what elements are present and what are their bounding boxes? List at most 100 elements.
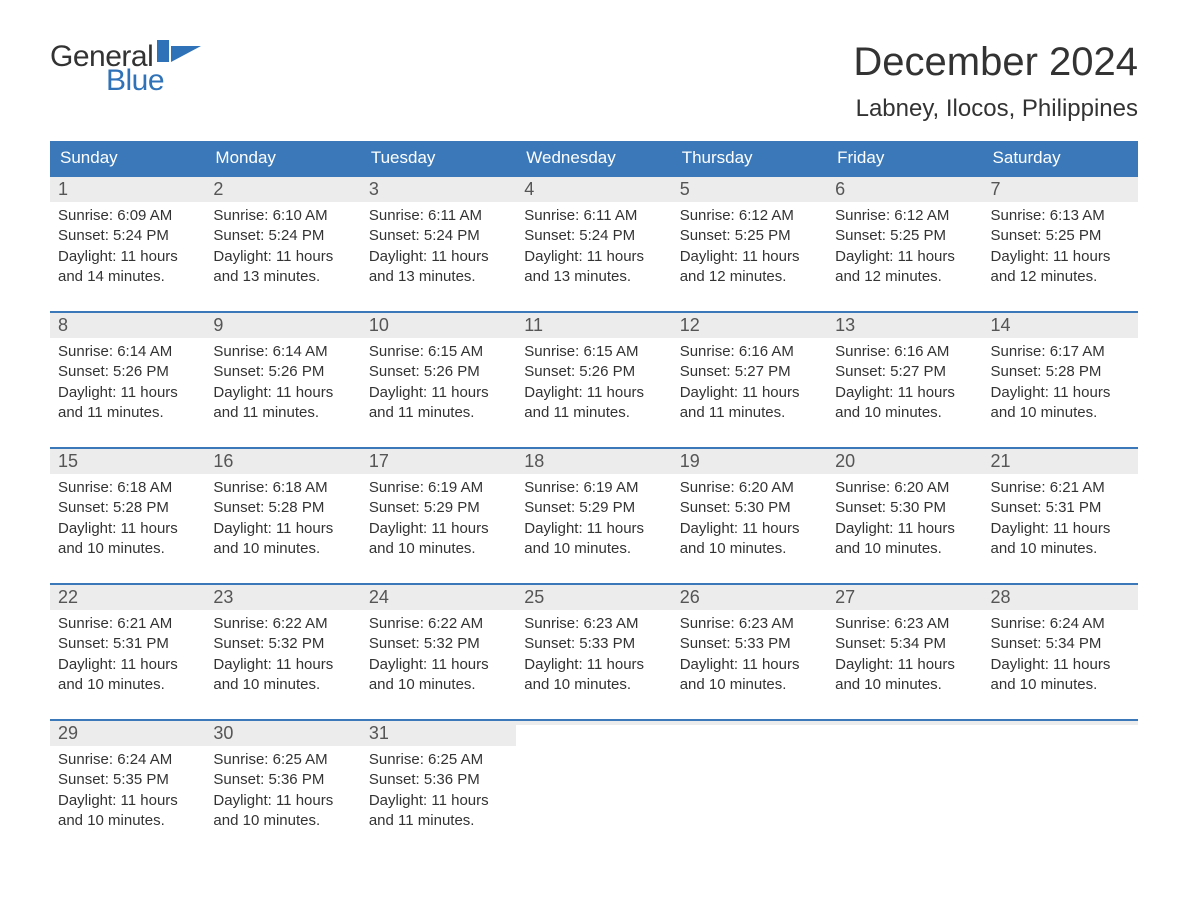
day-dl2: and 10 minutes. bbox=[369, 675, 508, 695]
day-number: 18 bbox=[524, 451, 544, 471]
day-dl2: and 12 minutes. bbox=[835, 267, 974, 287]
calendar-day: 6Sunrise: 6:12 AMSunset: 5:25 PMDaylight… bbox=[827, 177, 982, 297]
day-dl2: and 13 minutes. bbox=[213, 267, 352, 287]
day-body: Sunrise: 6:19 AMSunset: 5:29 PMDaylight:… bbox=[516, 474, 671, 567]
weekday-friday: Friday bbox=[827, 141, 982, 175]
day-number-row: 12 bbox=[672, 313, 827, 338]
day-number-row: 15 bbox=[50, 449, 205, 474]
logo: General Blue bbox=[50, 40, 201, 96]
day-sr: Sunrise: 6:24 AM bbox=[991, 614, 1130, 634]
day-dl2: and 11 minutes. bbox=[369, 811, 508, 831]
day-number: 27 bbox=[835, 587, 855, 607]
day-dl1: Daylight: 11 hours bbox=[58, 791, 197, 811]
day-number-row: 10 bbox=[361, 313, 516, 338]
day-sr: Sunrise: 6:15 AM bbox=[524, 342, 663, 362]
day-dl1: Daylight: 11 hours bbox=[835, 383, 974, 403]
day-ss: Sunset: 5:26 PM bbox=[524, 362, 663, 382]
day-dl2: and 12 minutes. bbox=[680, 267, 819, 287]
calendar-day bbox=[983, 721, 1138, 841]
day-sr: Sunrise: 6:10 AM bbox=[213, 206, 352, 226]
day-dl2: and 10 minutes. bbox=[835, 539, 974, 559]
day-number-row: 27 bbox=[827, 585, 982, 610]
calendar-day: 3Sunrise: 6:11 AMSunset: 5:24 PMDaylight… bbox=[361, 177, 516, 297]
weekday-monday: Monday bbox=[205, 141, 360, 175]
calendar-day: 2Sunrise: 6:10 AMSunset: 5:24 PMDaylight… bbox=[205, 177, 360, 297]
day-ss: Sunset: 5:25 PM bbox=[835, 226, 974, 246]
calendar-week: 29Sunrise: 6:24 AMSunset: 5:35 PMDayligh… bbox=[50, 719, 1138, 841]
day-dl2: and 13 minutes. bbox=[524, 267, 663, 287]
calendar-week: 22Sunrise: 6:21 AMSunset: 5:31 PMDayligh… bbox=[50, 583, 1138, 705]
day-sr: Sunrise: 6:18 AM bbox=[58, 478, 197, 498]
calendar-day: 8Sunrise: 6:14 AMSunset: 5:26 PMDaylight… bbox=[50, 313, 205, 433]
day-number-row: 14 bbox=[983, 313, 1138, 338]
day-body: Sunrise: 6:23 AMSunset: 5:33 PMDaylight:… bbox=[516, 610, 671, 703]
day-number-row: 9 bbox=[205, 313, 360, 338]
day-dl2: and 10 minutes. bbox=[369, 539, 508, 559]
day-dl2: and 10 minutes. bbox=[524, 539, 663, 559]
day-body: Sunrise: 6:20 AMSunset: 5:30 PMDaylight:… bbox=[827, 474, 982, 567]
day-body: Sunrise: 6:21 AMSunset: 5:31 PMDaylight:… bbox=[983, 474, 1138, 567]
day-dl1: Daylight: 11 hours bbox=[991, 247, 1130, 267]
day-dl2: and 10 minutes. bbox=[213, 675, 352, 695]
calendar-day: 11Sunrise: 6:15 AMSunset: 5:26 PMDayligh… bbox=[516, 313, 671, 433]
day-sr: Sunrise: 6:14 AM bbox=[213, 342, 352, 362]
day-ss: Sunset: 5:30 PM bbox=[835, 498, 974, 518]
day-number-row: 8 bbox=[50, 313, 205, 338]
day-number: 19 bbox=[680, 451, 700, 471]
day-ss: Sunset: 5:36 PM bbox=[213, 770, 352, 790]
day-dl1: Daylight: 11 hours bbox=[58, 519, 197, 539]
day-body: Sunrise: 6:18 AMSunset: 5:28 PMDaylight:… bbox=[50, 474, 205, 567]
day-dl1: Daylight: 11 hours bbox=[369, 383, 508, 403]
day-sr: Sunrise: 6:15 AM bbox=[369, 342, 508, 362]
day-ss: Sunset: 5:27 PM bbox=[835, 362, 974, 382]
calendar-day bbox=[672, 721, 827, 841]
day-dl1: Daylight: 11 hours bbox=[58, 655, 197, 675]
calendar-day: 19Sunrise: 6:20 AMSunset: 5:30 PMDayligh… bbox=[672, 449, 827, 569]
day-number-row bbox=[516, 721, 671, 725]
day-number-row: 16 bbox=[205, 449, 360, 474]
day-number: 20 bbox=[835, 451, 855, 471]
day-number-row bbox=[672, 721, 827, 725]
day-dl2: and 10 minutes. bbox=[58, 675, 197, 695]
day-number-row bbox=[827, 721, 982, 725]
calendar-day: 26Sunrise: 6:23 AMSunset: 5:33 PMDayligh… bbox=[672, 585, 827, 705]
day-dl2: and 10 minutes. bbox=[991, 539, 1130, 559]
day-ss: Sunset: 5:26 PM bbox=[58, 362, 197, 382]
calendar-day: 25Sunrise: 6:23 AMSunset: 5:33 PMDayligh… bbox=[516, 585, 671, 705]
day-body: Sunrise: 6:19 AMSunset: 5:29 PMDaylight:… bbox=[361, 474, 516, 567]
calendar-day: 20 Sunrise: 6:20 AMSunset: 5:30 PMDayligh… bbox=[827, 449, 982, 569]
day-ss: Sunset: 5:28 PM bbox=[991, 362, 1130, 382]
day-number-row: 26 bbox=[672, 585, 827, 610]
day-sr: Sunrise: 6:23 AM bbox=[835, 614, 974, 634]
day-number: 24 bbox=[369, 587, 389, 607]
weekday-sunday: Sunday bbox=[50, 141, 205, 175]
day-number: 31 bbox=[369, 723, 389, 743]
day-body: Sunrise: 6:23 AMSunset: 5:34 PMDaylight:… bbox=[827, 610, 982, 703]
day-body: Sunrise: 6:15 AMSunset: 5:26 PMDaylight:… bbox=[516, 338, 671, 431]
calendar-day: 10Sunrise: 6:15 AMSunset: 5:26 PMDayligh… bbox=[361, 313, 516, 433]
day-ss: Sunset: 5:24 PM bbox=[369, 226, 508, 246]
weekday-tuesday: Tuesday bbox=[361, 141, 516, 175]
day-sr: Sunrise: 6:25 AM bbox=[213, 750, 352, 770]
calendar-day: 9Sunrise: 6:14 AMSunset: 5:26 PMDaylight… bbox=[205, 313, 360, 433]
day-number-row bbox=[983, 721, 1138, 725]
day-body: Sunrise: 6:23 AMSunset: 5:33 PMDaylight:… bbox=[672, 610, 827, 703]
day-dl2: and 10 minutes. bbox=[680, 539, 819, 559]
day-sr: Sunrise: 6:22 AM bbox=[213, 614, 352, 634]
day-number: 5 bbox=[680, 179, 690, 199]
day-sr: Sunrise: 6:21 AM bbox=[991, 478, 1130, 498]
header: General Blue December 2024 Labney, Iloco… bbox=[50, 40, 1138, 123]
day-dl2: and 11 minutes. bbox=[369, 403, 508, 423]
weekday-saturday: Saturday bbox=[983, 141, 1138, 175]
day-ss: Sunset: 5:31 PM bbox=[991, 498, 1130, 518]
day-sr: Sunrise: 6:13 AM bbox=[991, 206, 1130, 226]
day-number: 21 bbox=[991, 451, 1011, 471]
day-number: 14 bbox=[991, 315, 1011, 335]
day-ss: Sunset: 5:36 PM bbox=[369, 770, 508, 790]
day-number: 13 bbox=[835, 315, 855, 335]
weekday-thursday: Thursday bbox=[672, 141, 827, 175]
day-number: 6 bbox=[835, 179, 845, 199]
day-number: 2 bbox=[213, 179, 223, 199]
day-dl1: Daylight: 11 hours bbox=[213, 383, 352, 403]
day-sr: Sunrise: 6:25 AM bbox=[369, 750, 508, 770]
